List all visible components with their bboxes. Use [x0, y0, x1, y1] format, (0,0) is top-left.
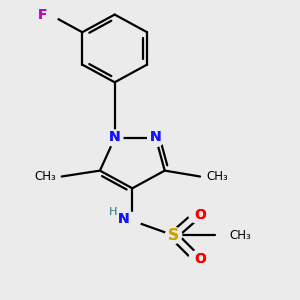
Text: N: N: [109, 130, 121, 144]
Text: O: O: [194, 208, 206, 222]
Text: CH₃: CH₃: [230, 229, 251, 242]
Text: S: S: [168, 228, 179, 243]
Circle shape: [124, 212, 141, 229]
Circle shape: [165, 227, 182, 244]
Text: H: H: [109, 207, 117, 217]
Text: O: O: [194, 208, 206, 222]
Text: N: N: [118, 212, 129, 226]
Text: CH₃: CH₃: [206, 170, 228, 183]
Text: O: O: [194, 252, 206, 266]
Circle shape: [106, 130, 123, 146]
Circle shape: [189, 206, 206, 223]
Text: S: S: [168, 228, 179, 243]
Text: F: F: [38, 8, 47, 22]
Text: F: F: [38, 8, 47, 22]
Text: H: H: [109, 207, 117, 217]
Text: O: O: [194, 252, 206, 266]
Circle shape: [148, 130, 164, 146]
Circle shape: [189, 251, 206, 267]
Text: N: N: [150, 130, 162, 144]
Text: N: N: [150, 130, 162, 144]
Text: CH₃: CH₃: [34, 170, 56, 183]
Circle shape: [42, 6, 58, 23]
Text: N: N: [118, 212, 129, 226]
Text: N: N: [109, 130, 121, 144]
